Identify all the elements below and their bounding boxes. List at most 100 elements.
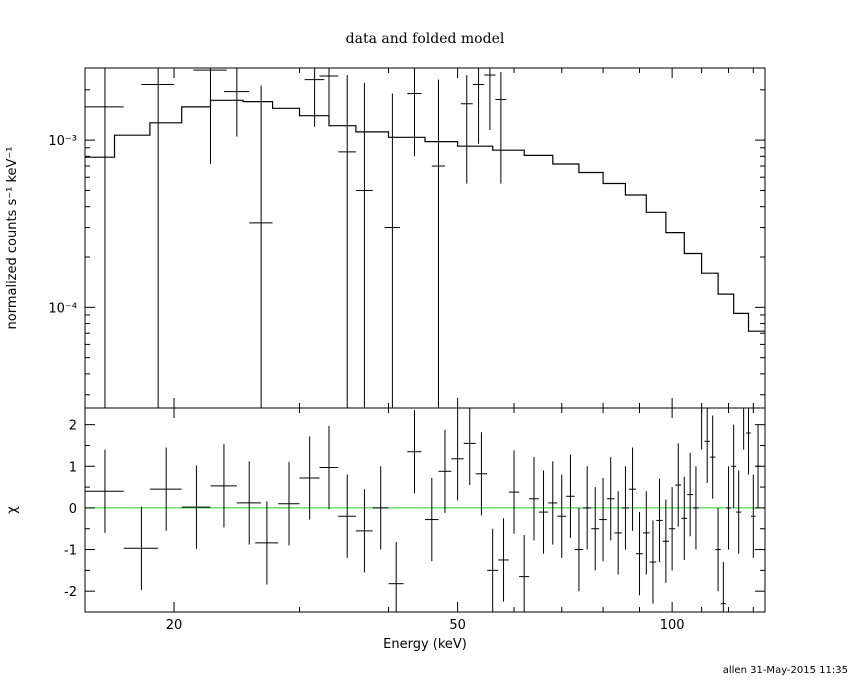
- residual-point: [487, 528, 499, 612]
- top-plot-frame: [84, 67, 766, 409]
- data-point: [355, 82, 373, 408]
- y-tick-label: -2: [64, 585, 77, 600]
- residual-point: [675, 443, 682, 527]
- x-tick-label: 20: [166, 618, 183, 633]
- residual-point: [372, 466, 389, 550]
- y-tick-label: 10⁻³: [48, 134, 77, 149]
- residual-point: [687, 452, 694, 537]
- residual-point: [642, 491, 650, 575]
- residual-point: [599, 477, 607, 562]
- residual-point: [731, 424, 737, 508]
- residual-point: [438, 429, 452, 513]
- footer-timestamp: allen 31-May-2015 11:35: [723, 665, 848, 676]
- residual-point: [529, 457, 539, 541]
- residual-point: [741, 407, 747, 450]
- x-tick-label: 50: [449, 618, 466, 633]
- residual-point: [574, 507, 584, 592]
- residual-point: [278, 462, 300, 546]
- data-point: [223, 68, 250, 137]
- data-point: [304, 68, 325, 127]
- residual-point: [299, 436, 320, 520]
- residual-point: [566, 454, 575, 538]
- bottom-panel: 2 1 0 -1 -2 χ: [5, 407, 766, 613]
- top-panel: 10⁻³ 10⁻⁴ normalized counts s⁻¹ keV⁻¹: [5, 67, 766, 409]
- residual-point: [236, 461, 262, 545]
- residual-point: [255, 501, 279, 585]
- data-point: [484, 68, 496, 130]
- residual-point: [681, 476, 688, 560]
- residual-points: [85, 407, 761, 612]
- residual-point: [557, 474, 567, 558]
- residual-point: [407, 410, 422, 494]
- bottom-plot-frame: [84, 407, 766, 613]
- residual-point: [725, 466, 732, 550]
- data-point: [85, 68, 124, 408]
- residual-point: [614, 491, 622, 575]
- residual-point: [210, 444, 237, 528]
- residual-point: [388, 542, 404, 612]
- data-point: [431, 79, 445, 408]
- y-tick-label: 0: [69, 502, 77, 517]
- residual-point: [715, 507, 721, 592]
- data-point: [319, 68, 339, 120]
- model-step-line: [85, 99, 765, 332]
- data-point: [384, 93, 400, 408]
- model-curve: [85, 99, 765, 332]
- residual-point: [656, 478, 663, 563]
- residual-point: [85, 449, 124, 533]
- residual-point: [425, 477, 439, 562]
- residual-point: [508, 450, 520, 534]
- residual-point: [591, 487, 600, 571]
- data-point: [472, 68, 485, 144]
- residual-point: [519, 534, 530, 612]
- residual-point: [693, 466, 699, 550]
- y-tick-label: 2: [69, 419, 77, 434]
- residual-point: [538, 470, 549, 554]
- residual-point: [649, 520, 657, 604]
- residual-point: [355, 489, 373, 573]
- residual-point: [181, 465, 211, 549]
- data-point: [407, 68, 422, 157]
- residual-point: [463, 408, 476, 486]
- residual-point: [319, 425, 339, 510]
- bottom-y-axis-label: χ: [5, 506, 20, 514]
- data-point: [249, 85, 273, 408]
- residual-point: [662, 499, 670, 583]
- residual-point: [475, 432, 488, 516]
- data-point: [338, 75, 356, 408]
- residual-point: [750, 474, 756, 558]
- residual-point: [669, 487, 676, 571]
- residual-point: [636, 512, 643, 596]
- data-point: [460, 75, 473, 184]
- residual-point: [698, 407, 705, 450]
- residual-point: [606, 457, 615, 541]
- top-data-points: [85, 68, 507, 408]
- x-tick-labels: 20 50 100: [166, 618, 685, 633]
- x-axis-label: Energy (keV): [383, 637, 467, 652]
- residual-point: [338, 474, 356, 558]
- residual-point: [736, 470, 742, 554]
- residual-point: [583, 466, 592, 550]
- residual-point: [498, 518, 509, 602]
- residual-point: [709, 415, 716, 499]
- y-tick-label: -1: [64, 544, 77, 559]
- y-tick-label: 10⁻⁴: [48, 301, 77, 316]
- data-point: [193, 68, 227, 164]
- residual-point: [548, 461, 558, 545]
- data-point: [495, 72, 507, 184]
- residual-point: [451, 417, 464, 501]
- residual-point: [720, 562, 726, 612]
- top-y-axis-label: normalized counts s⁻¹ keV⁻¹: [5, 147, 20, 330]
- bottom-ticks: 2 1 0 -1 -2: [64, 408, 765, 613]
- residual-point: [123, 506, 159, 590]
- y-tick-label: 1: [69, 460, 77, 475]
- data-point: [141, 68, 175, 408]
- x-tick-label: 100: [660, 618, 685, 633]
- residual-point: [704, 408, 710, 483]
- residual-point: [746, 408, 751, 475]
- residual-point: [629, 447, 637, 531]
- chart-title: data and folded model: [346, 31, 505, 47]
- top-ticks: 10⁻³ 10⁻⁴: [48, 68, 765, 408]
- residual-point: [149, 447, 182, 531]
